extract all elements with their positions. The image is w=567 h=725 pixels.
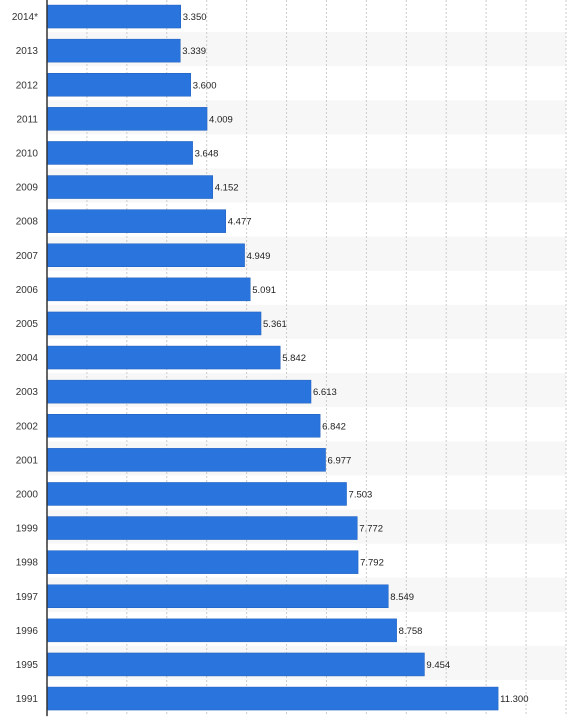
value-labels: 3.350 3.339 3.600 4.009 3.648 4.152 4.477 4.949… <box>182 12 528 705</box>
y-tick-label: 1991 <box>16 694 39 705</box>
y-tick-label: 2011 <box>16 114 38 125</box>
bar <box>46 618 397 643</box>
y-tick-label: 1999 <box>16 524 39 535</box>
y-tick-label: 2002 <box>16 421 39 432</box>
y-tick-label: 1998 <box>16 558 39 569</box>
bar <box>46 584 389 608</box>
data-label: 3.600 <box>193 80 217 91</box>
y-tick-label: 2005 <box>16 319 39 330</box>
y-tick-label: 2013 <box>16 46 39 57</box>
bar <box>46 686 499 711</box>
bar <box>46 652 425 677</box>
data-label: 7.792 <box>360 558 384 569</box>
data-label: 8.758 <box>399 626 423 637</box>
y-tick-label: 2012 <box>16 80 39 91</box>
bar <box>46 482 347 506</box>
data-label: 3.648 <box>195 148 219 159</box>
y-tick-label: 2014* <box>12 12 38 23</box>
bar <box>46 38 181 63</box>
data-label: 9.454 <box>426 660 450 671</box>
data-label: 4.949 <box>247 251 271 262</box>
data-label: 5.091 <box>252 285 276 296</box>
data-label: 5.361 <box>263 319 287 330</box>
bar <box>46 311 262 336</box>
y-tick-label: 2007 <box>16 251 39 262</box>
data-label: 6.613 <box>313 387 337 398</box>
data-label: 4.009 <box>209 114 233 125</box>
bar <box>46 379 312 404</box>
bars <box>46 4 499 711</box>
bar <box>46 516 358 540</box>
bar <box>46 175 214 199</box>
data-label: 3.339 <box>182 46 206 57</box>
y-tick-label: 2001 <box>16 455 39 466</box>
y-tick-label: 2000 <box>16 489 39 500</box>
bar <box>46 141 193 165</box>
data-label: 5.842 <box>282 353 306 364</box>
bar <box>46 448 326 472</box>
bar <box>46 345 281 370</box>
y-tick-label: 2008 <box>16 217 39 228</box>
bar <box>46 414 321 438</box>
y-tick-label: 1996 <box>16 626 39 637</box>
y-tick-label: 2004 <box>16 353 39 364</box>
bar <box>46 277 251 302</box>
y-tick-label: 2003 <box>16 387 39 398</box>
bar <box>46 550 359 574</box>
bar <box>46 209 226 233</box>
data-label: 6.842 <box>322 421 346 432</box>
data-label: 4.152 <box>215 183 239 194</box>
data-label: 7.503 <box>349 489 373 500</box>
bar <box>46 4 181 29</box>
y-tick-label: 2009 <box>16 183 39 194</box>
bar <box>46 107 208 131</box>
bar <box>46 243 245 267</box>
y-tick-label: 2010 <box>16 148 39 159</box>
data-label: 6.977 <box>328 455 352 466</box>
data-label: 8.549 <box>390 592 414 603</box>
bar <box>46 73 191 97</box>
data-label: 11.300 <box>500 694 528 705</box>
data-label: 7.772 <box>359 524 383 535</box>
data-label: 3.350 <box>183 12 207 23</box>
y-axis-labels: 2014* 2013 2012 2011 2010 2009 2008 2007 2006 200… <box>12 12 39 705</box>
y-tick-label: 2006 <box>16 285 39 296</box>
data-label: 4.477 <box>228 217 252 228</box>
y-tick-label: 1997 <box>16 592 39 603</box>
y-tick-label: 1995 <box>16 660 39 671</box>
